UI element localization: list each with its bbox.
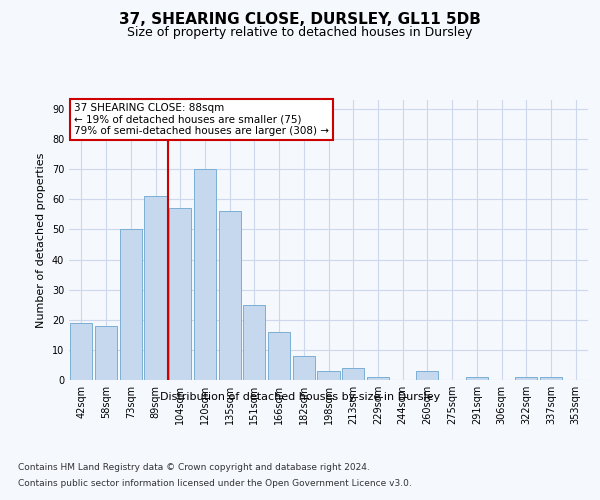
Bar [119,230,142,380]
Text: 37, SHEARING CLOSE, DURSLEY, GL11 5DB: 37, SHEARING CLOSE, DURSLEY, GL11 5DB [119,12,481,28]
Y-axis label: Number of detached properties: Number of detached properties [36,152,46,328]
Bar [145,196,167,380]
Text: Contains HM Land Registry data © Crown copyright and database right 2024.: Contains HM Land Registry data © Crown c… [18,462,370,471]
Text: Size of property relative to detached houses in Dursley: Size of property relative to detached ho… [127,26,473,39]
Bar [169,208,191,380]
Bar [218,212,241,380]
Bar [317,371,340,380]
Text: Distribution of detached houses by size in Dursley: Distribution of detached houses by size … [160,392,440,402]
Bar [342,368,364,380]
Text: Contains public sector information licensed under the Open Government Licence v3: Contains public sector information licen… [18,479,412,488]
Bar [95,326,117,380]
Bar [515,377,538,380]
Bar [243,304,265,380]
Bar [416,371,439,380]
Bar [466,377,488,380]
Bar [540,377,562,380]
Bar [367,377,389,380]
Bar [70,323,92,380]
Bar [268,332,290,380]
Bar [293,356,315,380]
Text: 37 SHEARING CLOSE: 88sqm
← 19% of detached houses are smaller (75)
79% of semi-d: 37 SHEARING CLOSE: 88sqm ← 19% of detach… [74,103,329,136]
Bar [194,169,216,380]
